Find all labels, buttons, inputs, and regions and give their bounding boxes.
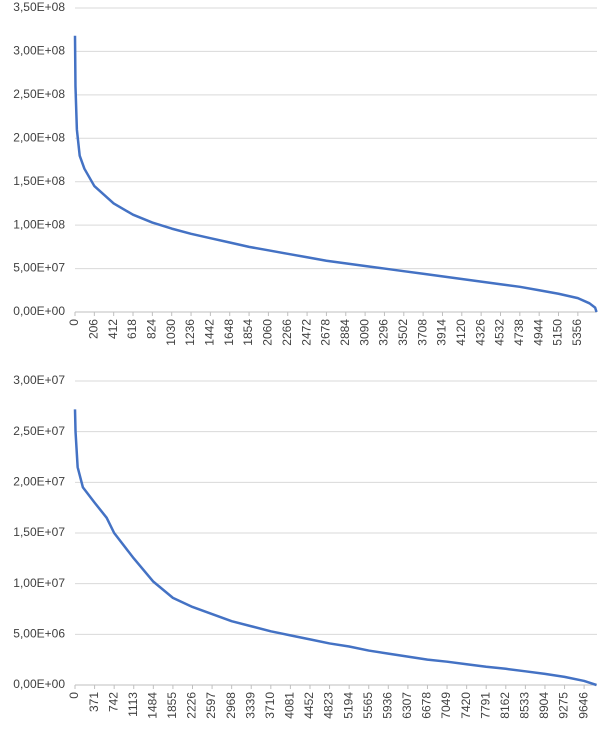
x-tick-label: 206	[87, 319, 101, 339]
x-tick-label: 1236	[183, 319, 197, 346]
x-tick-label: 1442	[203, 319, 217, 346]
x-tick-label: 2472	[299, 319, 313, 346]
x-tick-label: 1030	[164, 319, 178, 346]
x-tick-label: 5194	[341, 692, 355, 719]
x-tick-label: 2060	[261, 319, 275, 346]
x-tick-label: 7420	[459, 692, 473, 719]
y-tick-label: 2,00E+08	[13, 130, 65, 144]
x-tick-label: 0	[67, 319, 81, 326]
x-tick-label: 6307	[400, 692, 414, 719]
x-tick-label: 1484	[145, 692, 159, 719]
x-tick-label: 2226	[185, 692, 199, 719]
x-tick-label: 3914	[435, 319, 449, 346]
y-tick-label: 2,50E+07	[13, 424, 65, 438]
y-tick-label: 3,00E+07	[13, 373, 65, 387]
x-tick-label: 2266	[280, 319, 294, 346]
x-tick-label: 0	[67, 692, 81, 699]
y-tick-label: 5,00E+07	[13, 261, 65, 275]
y-tick-label: 1,50E+08	[13, 174, 65, 188]
x-tick-label: 4452	[302, 692, 316, 719]
x-tick-label: 6678	[420, 692, 434, 719]
y-tick-label: 1,50E+07	[13, 525, 65, 539]
x-tick-label: 2968	[224, 692, 238, 719]
x-tick-label: 4532	[493, 319, 507, 346]
x-tick-label: 412	[106, 319, 120, 339]
data-line	[73, 409, 597, 687]
x-tick-label: 3339	[243, 692, 257, 719]
y-tick-label: 2,00E+07	[13, 475, 65, 489]
x-tick-label: 1855	[165, 692, 179, 719]
x-tick-label: 7049	[439, 692, 453, 719]
x-tick-label: 4944	[531, 319, 545, 346]
x-tick-label: 3090	[357, 319, 371, 346]
x-tick-label: 9275	[557, 692, 571, 719]
x-tick-label: 2884	[338, 319, 352, 346]
y-tick-label: 0,00E+00	[13, 304, 65, 318]
x-tick-label: 1648	[222, 319, 236, 346]
data-line	[73, 35, 598, 313]
x-tick-label: 371	[87, 692, 101, 712]
x-tick-label: 824	[145, 319, 159, 339]
x-tick-label: 4326	[473, 319, 487, 346]
y-tick-label: 2,50E+08	[13, 87, 65, 101]
x-tick-label: 3708	[415, 319, 429, 346]
y-tick-label: 1,00E+08	[13, 217, 65, 231]
x-tick-label: 2597	[204, 692, 218, 719]
x-tick-label: 2678	[319, 319, 333, 346]
x-tick-label: 5356	[570, 319, 584, 346]
y-tick-label: 3,50E+08	[13, 0, 65, 14]
y-tick-label: 5,00E+06	[13, 627, 65, 641]
x-tick-label: 3296	[377, 319, 391, 346]
y-tick-label: 3,00E+08	[13, 44, 65, 58]
x-tick-label: 4081	[283, 692, 297, 719]
x-tick-label: 4120	[454, 319, 468, 346]
x-tick-label: 8533	[518, 692, 532, 719]
x-tick-label: 742	[106, 692, 120, 712]
x-tick-label: 4823	[322, 692, 336, 719]
x-tick-label: 5565	[361, 692, 375, 719]
x-tick-label: 5936	[380, 692, 394, 719]
x-tick-label: 618	[125, 319, 139, 339]
x-tick-label: 8162	[498, 692, 512, 719]
x-tick-label: 3502	[396, 319, 410, 346]
x-tick-label: 7791	[478, 692, 492, 719]
x-tick-label: 5150	[551, 319, 565, 346]
x-tick-label: 3710	[263, 692, 277, 719]
x-tick-label: 1113	[126, 692, 140, 717]
y-tick-label: 1,00E+07	[13, 576, 65, 590]
y-tick-label: 0,00E+00	[13, 677, 65, 691]
x-tick-label: 8904	[537, 692, 551, 719]
x-tick-label: 9646	[576, 692, 590, 719]
x-tick-label: 4738	[512, 319, 526, 346]
x-tick-label: 1854	[241, 319, 255, 346]
